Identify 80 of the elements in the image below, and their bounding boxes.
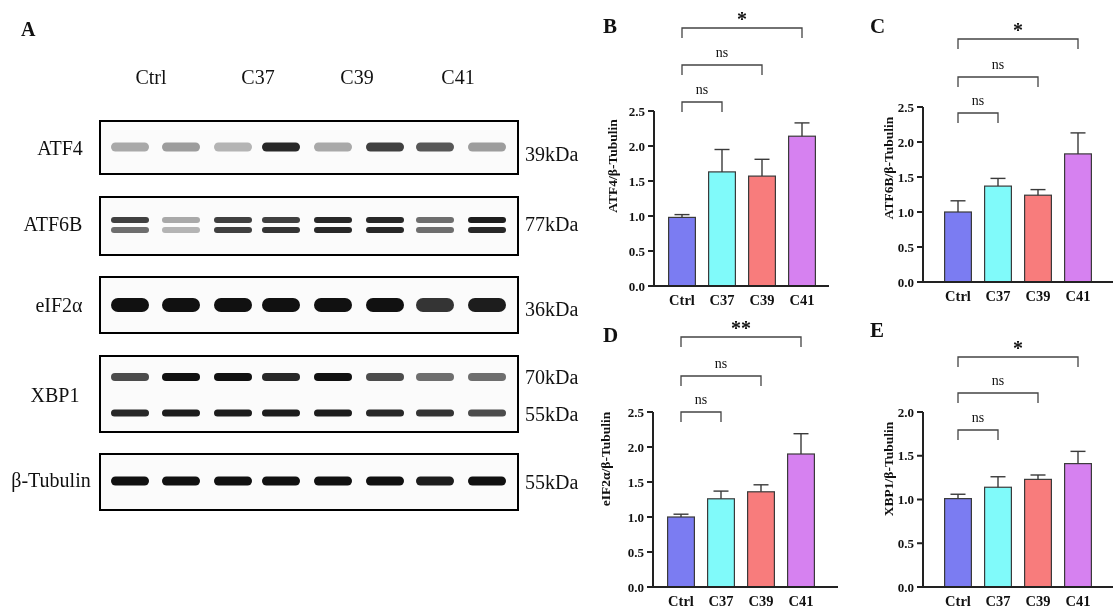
y-tick-label: 1.0 xyxy=(897,204,914,220)
text: Ctrl xyxy=(135,66,167,88)
text: β-Tubulin xyxy=(11,469,91,492)
text: ns xyxy=(991,57,1005,72)
x-tick-label: C39 xyxy=(1025,288,1051,304)
y-tick-label: 0.5 xyxy=(897,239,915,255)
text: 55kDa xyxy=(525,403,579,425)
bar xyxy=(944,498,972,588)
bar xyxy=(667,516,695,588)
text: C37 xyxy=(241,66,275,88)
chart-title: C xyxy=(870,14,886,38)
text: * xyxy=(737,8,747,30)
y-tick-label: 2.0 xyxy=(628,138,645,154)
x-tick-label: C41 xyxy=(788,593,814,609)
y-tick-label: 1.5 xyxy=(627,474,645,490)
y-axis-title: ATF4/β-Tubulin xyxy=(604,118,620,213)
x-tick-label: C41 xyxy=(789,292,815,308)
y-axis-title: ATF6B/β-Tubulin xyxy=(880,116,896,220)
x-tick-label: C37 xyxy=(985,288,1011,304)
text: ns xyxy=(991,373,1005,388)
x-tick-label: C37 xyxy=(708,593,734,609)
chart-title: B xyxy=(603,14,618,38)
annotation: ns xyxy=(971,410,985,425)
text: 70kDa xyxy=(525,366,579,388)
x-tick-label: C39 xyxy=(749,292,775,308)
bar xyxy=(1023,478,1052,588)
y-tick-label: 0.0 xyxy=(628,278,645,294)
x-tick-label: Ctrl xyxy=(668,593,694,609)
text: ns xyxy=(715,45,729,60)
y-tick-label: 1.0 xyxy=(897,492,914,508)
y-tick-label: 1.5 xyxy=(628,173,646,189)
y-tick-label: 1.0 xyxy=(628,208,645,224)
y-tick-label: 0.0 xyxy=(897,274,914,290)
y-tick-label: 0.0 xyxy=(897,579,914,595)
y-tick-label: 0.0 xyxy=(627,579,644,595)
y-tick-label: 2.0 xyxy=(897,404,914,420)
x-tick-label: C37 xyxy=(709,292,735,308)
x-tick-label: C37 xyxy=(985,593,1011,609)
annotation: ns xyxy=(971,93,985,108)
bar xyxy=(668,216,696,287)
text: C41 xyxy=(441,66,475,88)
chart-title: D xyxy=(603,323,619,347)
text: ATF6B xyxy=(23,213,83,235)
x-tick-label: C39 xyxy=(1025,593,1051,609)
x-tick-label: C41 xyxy=(1065,288,1091,304)
y-tick-label: 0.5 xyxy=(897,535,915,551)
y-tick-label: 2.5 xyxy=(897,99,915,115)
text: * xyxy=(1013,337,1023,359)
x-tick-label: C41 xyxy=(1065,593,1091,609)
text: 55kDa xyxy=(525,471,579,493)
x-tick-label: Ctrl xyxy=(945,593,971,609)
y-axis-title: eIF2α/β-Tubulin xyxy=(597,411,613,507)
y-tick-label: 1.5 xyxy=(897,448,915,464)
y-axis-title: XBP1/β-Tubulin xyxy=(880,421,896,517)
x-tick-label: Ctrl xyxy=(945,288,971,304)
y-tick-label: 0.5 xyxy=(628,243,646,259)
text: C39 xyxy=(340,66,374,88)
text: ** xyxy=(731,317,751,339)
y-tick-label: 1.0 xyxy=(627,509,644,525)
text: ns xyxy=(714,356,728,371)
y-tick-label: 0.5 xyxy=(627,544,645,560)
y-tick-label: 2.5 xyxy=(627,404,645,420)
text: 77kDa xyxy=(525,213,579,235)
x-tick-label: Ctrl xyxy=(669,292,695,308)
text: 36kDa xyxy=(525,298,579,320)
text: ns xyxy=(695,82,709,97)
x-tick-label: C39 xyxy=(748,593,774,609)
text: * xyxy=(1013,19,1023,41)
y-tick-label: 2.5 xyxy=(628,103,646,119)
text: eIF2α xyxy=(35,294,84,316)
text: XBP1 xyxy=(30,384,80,406)
text: ns xyxy=(694,392,708,407)
text: 39kDa xyxy=(525,143,579,165)
text: ATF4 xyxy=(37,137,83,159)
y-tick-label: 2.0 xyxy=(627,439,644,455)
chart-title: E xyxy=(870,318,885,342)
bar xyxy=(1023,194,1052,283)
y-tick-label: 2.0 xyxy=(897,134,914,150)
text: A xyxy=(21,18,36,40)
y-tick-label: 1.5 xyxy=(897,169,915,185)
